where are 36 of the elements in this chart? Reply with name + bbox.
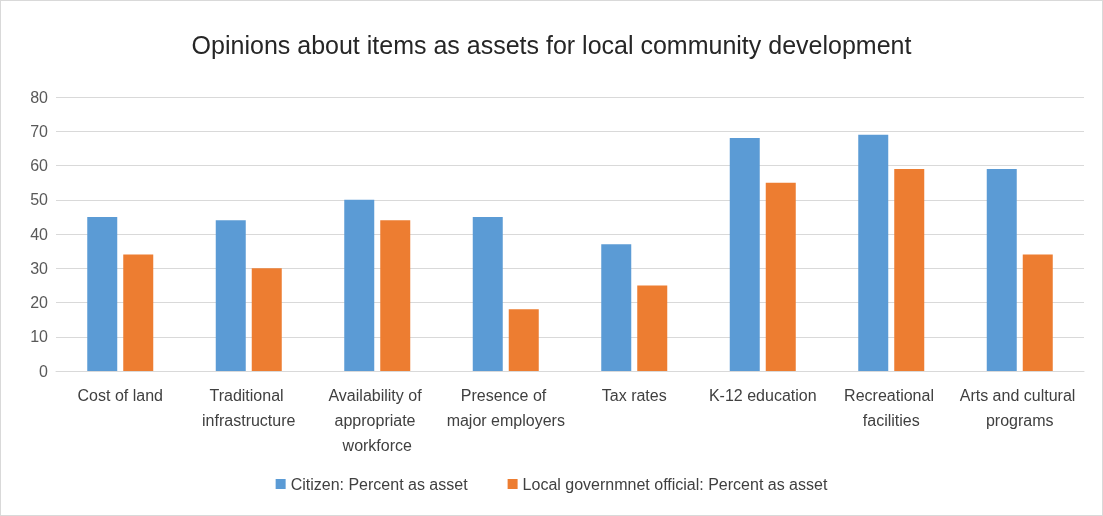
y-tick-label: 70: [30, 122, 49, 140]
y-tick-label: 30: [30, 259, 49, 277]
bar: [380, 220, 411, 371]
y-tick-label: 20: [30, 294, 49, 311]
legend-label: Citizen: Percent as asset: [290, 475, 469, 493]
x-tick-label: Tax rates: [601, 387, 667, 404]
bar: [251, 268, 282, 371]
y-tick-label: 50: [30, 191, 49, 209]
x-tick-label: Availability of appropriate workforce: [328, 387, 427, 454]
chart-title: Opinions about items as assets for local community development: [191, 30, 912, 59]
x-tick-label: Traditional infrastructure: [202, 387, 296, 429]
bar: [87, 216, 118, 371]
bar: [472, 216, 503, 371]
x-tick-label: K-12 education: [708, 387, 817, 404]
bar: [894, 168, 925, 371]
x-tick-label: Arts and cultural programs: [959, 387, 1080, 429]
y-tick-label: 10: [30, 328, 49, 346]
bar: [215, 220, 246, 371]
x-tick-label: Cost of land: [77, 387, 163, 404]
bar: [123, 254, 154, 371]
y-tick-label: 80: [30, 88, 49, 106]
bar: [986, 168, 1017, 371]
bar: [765, 182, 796, 371]
y-tick-label: 40: [30, 225, 49, 243]
bar: [729, 138, 760, 371]
x-tick-label: Presence of major employers: [446, 387, 565, 429]
bar: [601, 244, 632, 371]
bar: [344, 199, 375, 371]
legend-label: Local governmnet official: Percent as asset: [522, 475, 828, 493]
bar: [1022, 254, 1053, 371]
bar: [858, 134, 889, 371]
y-tick-label: 60: [30, 157, 49, 174]
y-tick-label: 0: [39, 362, 49, 380]
bar: [637, 285, 668, 371]
bar: [508, 309, 539, 371]
x-tick-label: Recreational facilities: [844, 387, 939, 429]
